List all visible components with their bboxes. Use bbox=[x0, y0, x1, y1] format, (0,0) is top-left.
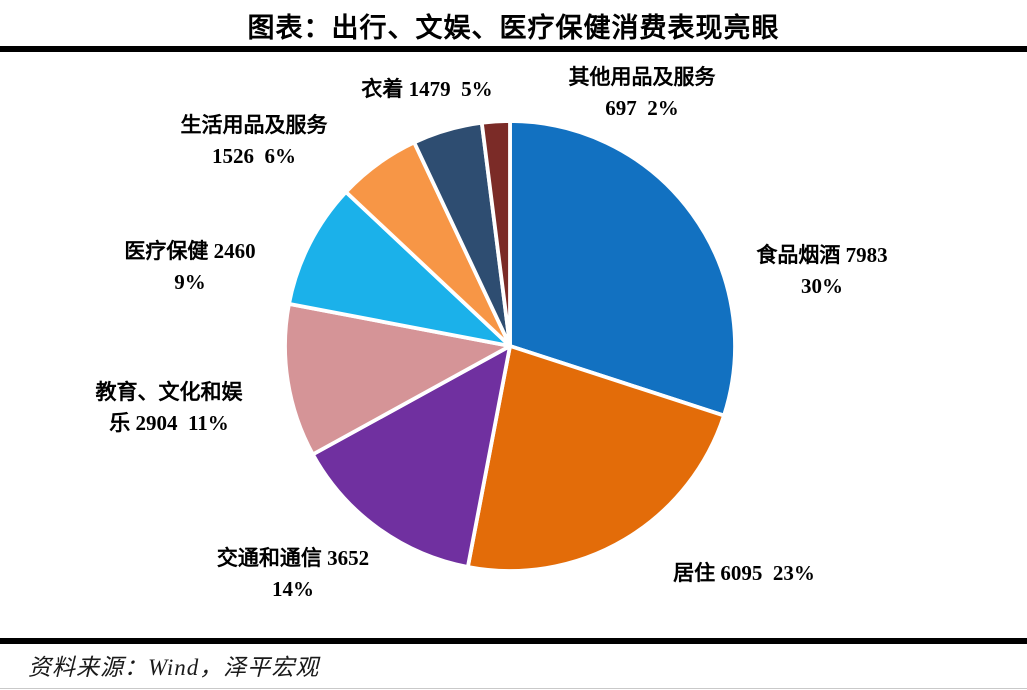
pie-label-transport-communication: 交通和通信 3652 14% bbox=[173, 543, 413, 605]
pie-slice-2 bbox=[310, 344, 512, 569]
pie-label-line: 居住 6095 23% bbox=[673, 561, 815, 585]
pie-slice-1 bbox=[465, 344, 726, 573]
pie-label-clothing: 衣着 1479 5% bbox=[327, 74, 527, 105]
pie-label-line: 食品烟酒 7983 bbox=[756, 243, 888, 267]
pie-label-daily-goods-services: 生活用品及服务 1526 6% bbox=[129, 110, 379, 172]
pie-label-line: 1526 6% bbox=[212, 144, 296, 168]
pie-label-line: 30% bbox=[801, 274, 843, 298]
pie-label-line: 乐 2904 11% bbox=[109, 411, 229, 435]
pie-label-line: 交通和通信 3652 bbox=[216, 546, 370, 570]
pie-slice-7 bbox=[479, 119, 512, 348]
chart-title: 图表：出行、文娱、医疗保健消费表现亮眼 bbox=[247, 13, 780, 43]
pie-slice-4 bbox=[287, 190, 512, 348]
pie-slice-0 bbox=[508, 119, 737, 418]
pie-label-line: 生活用品及服务 bbox=[180, 113, 328, 137]
footer-divider-rule bbox=[0, 638, 1027, 644]
pie-label-line: 教育、文化和娱 bbox=[95, 380, 243, 404]
source-note: 资料来源：Wind，泽平宏观 bbox=[28, 655, 320, 680]
pie-label-food-tobacco-alcohol: 食品烟酒 7983 30% bbox=[702, 240, 942, 302]
title-divider-rule bbox=[0, 46, 1027, 52]
page-bottom-rule bbox=[0, 688, 1027, 689]
pie-label-other-goods-services: 其他用品及服务 697 2% bbox=[513, 62, 771, 124]
pie-label-healthcare: 医疗保健 2460 9% bbox=[80, 236, 300, 298]
pie-label-line: 其他用品及服务 bbox=[568, 65, 716, 89]
pie-label-housing: 居住 6095 23% bbox=[614, 558, 874, 589]
pie-label-line: 医疗保健 2460 bbox=[124, 239, 256, 263]
pie-slice-3 bbox=[283, 301, 512, 457]
pie-label-line: 14% bbox=[272, 577, 314, 601]
pie-label-line: 衣着 1479 5% bbox=[361, 77, 493, 101]
pie-label-line: 697 2% bbox=[605, 96, 679, 120]
pie-label-education-culture-entertainment: 教育、文化和娱 乐 2904 11% bbox=[49, 377, 289, 439]
pie-label-line: 9% bbox=[174, 270, 206, 294]
